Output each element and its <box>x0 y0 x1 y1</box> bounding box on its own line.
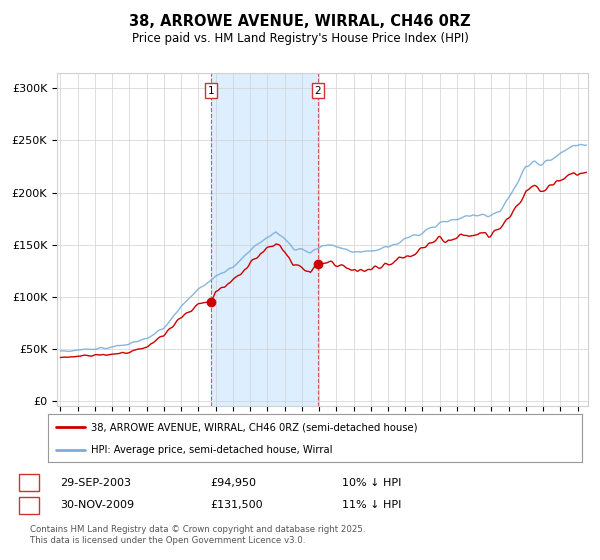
Text: 11% ↓ HPI: 11% ↓ HPI <box>342 500 401 510</box>
Text: £94,950: £94,950 <box>210 478 256 488</box>
Text: HPI: Average price, semi-detached house, Wirral: HPI: Average price, semi-detached house,… <box>91 445 332 455</box>
Text: 29-SEP-2003: 29-SEP-2003 <box>60 478 131 488</box>
Text: 2: 2 <box>314 86 321 96</box>
Bar <box>211 73 317 406</box>
Text: Contains HM Land Registry data © Crown copyright and database right 2025.
This d: Contains HM Land Registry data © Crown c… <box>30 525 365 545</box>
Text: Price paid vs. HM Land Registry's House Price Index (HPI): Price paid vs. HM Land Registry's House … <box>131 32 469 45</box>
Text: £131,500: £131,500 <box>210 500 263 510</box>
Text: 10% ↓ HPI: 10% ↓ HPI <box>342 478 401 488</box>
Text: 38, ARROWE AVENUE, WIRRAL, CH46 0RZ: 38, ARROWE AVENUE, WIRRAL, CH46 0RZ <box>129 14 471 29</box>
Text: 1: 1 <box>208 86 215 96</box>
Text: 38, ARROWE AVENUE, WIRRAL, CH46 0RZ (semi-detached house): 38, ARROWE AVENUE, WIRRAL, CH46 0RZ (sem… <box>91 422 417 432</box>
Text: 1: 1 <box>25 478 32 488</box>
Text: 30-NOV-2009: 30-NOV-2009 <box>60 500 134 510</box>
Text: 2: 2 <box>25 500 32 510</box>
